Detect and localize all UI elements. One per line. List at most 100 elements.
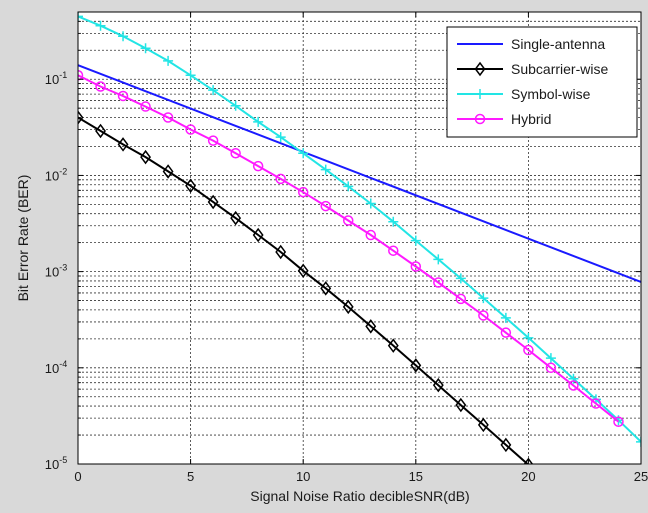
- series-subcarrier-wise: [78, 110, 534, 464]
- series-layer: [78, 12, 641, 464]
- data-point: [410, 358, 422, 373]
- legend-entry: Subcarrier-wise: [457, 61, 608, 77]
- y-tick-exponent: -1: [59, 70, 67, 80]
- series-single-antenna: [78, 64, 641, 283]
- plot-frame: [77, 11, 642, 465]
- data-point: [298, 148, 309, 159]
- data-point: [275, 244, 287, 260]
- data-point: [477, 417, 489, 433]
- data-point: [78, 12, 83, 22]
- legend-label: Single-antenna: [511, 36, 605, 52]
- legend-entry: Symbol-wise: [457, 86, 591, 102]
- data-point: [140, 101, 151, 112]
- data-point: [275, 132, 286, 143]
- legend-marker: [474, 113, 486, 125]
- y-axis-label: Bit Error Rate (BER): [15, 175, 31, 302]
- x-tick-label: 10: [296, 469, 310, 484]
- y-tick-exponent: -2: [59, 166, 67, 176]
- x-tick-label: 25: [634, 469, 648, 484]
- data-point: [523, 457, 534, 464]
- data-point: [95, 123, 106, 139]
- y-tick-base: 10: [45, 457, 59, 472]
- x-tick-label: 15: [409, 469, 423, 484]
- data-point: [455, 293, 467, 305]
- y-tick-base: 10: [45, 168, 59, 183]
- data-point: [410, 235, 421, 246]
- data-point: [185, 70, 196, 81]
- data-point: [117, 137, 129, 152]
- data-point: [342, 215, 354, 226]
- data-point: [230, 100, 241, 111]
- data-point: [568, 380, 579, 391]
- data-point: [297, 263, 309, 279]
- data-point: [500, 327, 512, 338]
- x-axis-label: Signal Noise Ratio decibleSNR(dB): [250, 488, 469, 504]
- legend-entry: Hybrid: [457, 111, 551, 127]
- data-point: [388, 216, 399, 227]
- legend-label: Subcarrier-wise: [511, 61, 608, 77]
- data-point: [140, 149, 151, 165]
- data-point: [388, 245, 399, 256]
- data-point: [207, 135, 219, 146]
- series-line: [78, 64, 641, 283]
- data-point: [590, 398, 602, 409]
- series-symbol-wise: [78, 12, 641, 447]
- data-point: [387, 338, 399, 353]
- data-point: [320, 164, 331, 175]
- data-point: [432, 377, 444, 393]
- data-point: [207, 194, 219, 210]
- data-point: [162, 164, 174, 179]
- y-tick-exponent: -4: [59, 359, 67, 369]
- data-point: [365, 229, 377, 241]
- y-tick-base: 10: [45, 72, 59, 87]
- data-point: [545, 353, 556, 364]
- data-point: [162, 112, 174, 123]
- data-point: [118, 31, 129, 42]
- data-point: [185, 124, 196, 135]
- data-point: [478, 293, 489, 304]
- data-point: [78, 70, 84, 81]
- series-clip-group: [78, 12, 641, 464]
- data-point: [95, 20, 106, 31]
- legend: Single-antenna Subcarrier-wise Symbol-wise…: [446, 26, 638, 138]
- data-point: [117, 90, 129, 102]
- data-point: [455, 397, 467, 413]
- legend-marker: [474, 61, 486, 77]
- y-tick-base: 10: [45, 265, 59, 280]
- y-tick-label: 10-5: [45, 455, 67, 472]
- data-point: [78, 110, 84, 125]
- data-point: [140, 43, 151, 54]
- series-hybrid: [78, 70, 624, 427]
- x-tick-label: 20: [521, 469, 535, 484]
- y-tick-label: 10-3: [45, 263, 67, 280]
- data-point: [433, 277, 444, 288]
- y-tick-label: 10-4: [45, 359, 67, 376]
- data-point: [545, 362, 557, 374]
- legend-label: Hybrid: [511, 111, 551, 127]
- legend-entry: Single-antenna: [457, 36, 605, 52]
- data-point: [523, 332, 534, 343]
- data-point: [568, 373, 579, 384]
- series-line: [78, 15, 641, 443]
- data-point: [523, 344, 534, 356]
- x-tick-label: 0: [74, 469, 81, 484]
- series-line: [78, 116, 530, 464]
- y-tick-exponent: -3: [59, 263, 67, 273]
- data-point: [478, 310, 489, 321]
- legend-label: Symbol-wise: [511, 86, 591, 102]
- data-point: [275, 173, 286, 185]
- data-point: [636, 436, 641, 447]
- data-point: [410, 261, 422, 272]
- y-tick-base: 10: [45, 361, 59, 376]
- series-line: [78, 74, 620, 423]
- data-point: [320, 200, 331, 212]
- data-point: [320, 281, 332, 296]
- data-point: [613, 416, 624, 427]
- data-point: [252, 227, 264, 243]
- data-point: [230, 210, 242, 226]
- data-point: [343, 181, 354, 192]
- data-point: [365, 198, 376, 209]
- data-point: [185, 178, 197, 194]
- data-point: [297, 186, 309, 198]
